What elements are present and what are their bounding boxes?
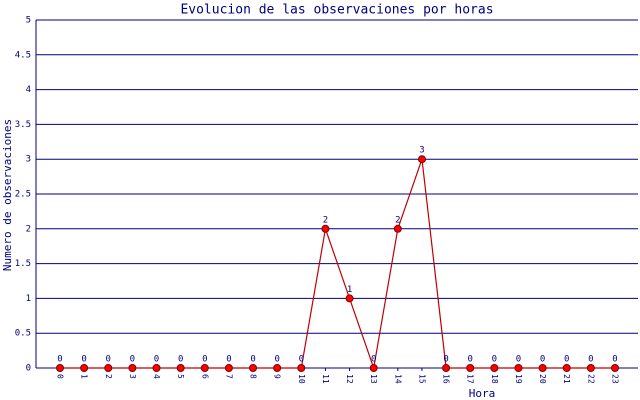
- data-point: [345, 294, 354, 303]
- data-label: 0: [564, 355, 569, 365]
- data-label: 0: [178, 355, 183, 365]
- y-tick-label: 3.5: [15, 120, 31, 130]
- data-point: [514, 364, 523, 372]
- data-point: [152, 364, 161, 372]
- data-point: [321, 224, 330, 233]
- x-tick-label: 3: [128, 374, 137, 379]
- y-tick-label: 2.5: [15, 190, 31, 200]
- data-point: [393, 224, 402, 233]
- data-point: [200, 364, 209, 372]
- data-label: 0: [57, 355, 62, 365]
- chart-title: Evolucion de las observaciones por horas: [180, 3, 493, 18]
- data-point: [369, 364, 378, 372]
- x-tick-label: 22: [586, 374, 595, 384]
- data-label: 0: [468, 355, 473, 365]
- data-label: 2: [395, 215, 400, 225]
- data-point: [562, 364, 571, 372]
- x-tick-label: 5: [176, 374, 185, 379]
- data-point: [224, 364, 233, 372]
- x-tick-label: 19: [514, 374, 523, 384]
- x-tick-label: 11: [321, 374, 330, 384]
- y-tick-label: 5: [26, 16, 31, 26]
- x-tick-label: 10: [297, 374, 306, 384]
- x-tick-label: 6: [200, 374, 209, 379]
- y-tick-label: 4.5: [15, 50, 31, 60]
- y-tick-label: 4: [26, 85, 31, 95]
- data-point: [297, 364, 306, 372]
- data-point: [611, 364, 619, 372]
- data-label: 0: [130, 355, 135, 365]
- x-tick-label: 15: [417, 374, 426, 384]
- data-line: [60, 159, 615, 371]
- x-tick-label: 23: [611, 374, 620, 384]
- data-label: 0: [226, 355, 231, 365]
- data-point: [176, 364, 185, 372]
- x-tick-label: 17: [466, 374, 475, 384]
- y-tick-label: 0: [26, 364, 31, 374]
- y-tick-label: 3: [26, 155, 31, 165]
- x-tick-label: 16: [442, 374, 451, 384]
- x-tick-label: 1: [80, 374, 89, 379]
- data-point: [128, 364, 137, 372]
- data-label: 0: [516, 355, 521, 365]
- y-tick-label: 1: [26, 294, 31, 304]
- data-label: 0: [154, 355, 159, 365]
- data-label: 0: [492, 355, 497, 365]
- data-label: 0: [540, 355, 545, 365]
- x-tick-label: 20: [538, 374, 547, 384]
- y-tick-label: 2: [26, 224, 31, 234]
- data-label: 0: [202, 355, 207, 365]
- x-tick-label: 4: [152, 374, 161, 379]
- data-label: 0: [299, 355, 304, 365]
- x-tick-label: 0: [56, 374, 65, 379]
- data-label: 0: [106, 355, 111, 365]
- x-tick-label: 8: [249, 374, 258, 379]
- x-tick-label: 14: [393, 374, 402, 384]
- data-point: [586, 364, 595, 372]
- x-tick-label: 7: [224, 374, 233, 379]
- x-tick-label: 18: [490, 374, 499, 384]
- data-point: [56, 364, 64, 372]
- y-tick-label: 1.5: [15, 259, 31, 269]
- data-point: [273, 364, 282, 372]
- data-point: [417, 155, 426, 164]
- data-label: 0: [81, 355, 86, 365]
- data-point: [442, 364, 451, 372]
- data-point: [490, 364, 499, 372]
- x-tick-label: 2: [104, 374, 113, 379]
- data-label: 0: [371, 355, 376, 365]
- data-point: [104, 364, 113, 372]
- data-point: [249, 364, 258, 372]
- data-label: 0: [274, 355, 279, 365]
- data-label: 0: [612, 355, 617, 365]
- data-label: 0: [443, 355, 448, 365]
- data-label: 1: [347, 285, 352, 295]
- data-point: [80, 364, 89, 372]
- x-tick-label: 21: [562, 374, 571, 384]
- x-tick-label: 9: [273, 374, 282, 379]
- x-axis-label: Hora: [469, 387, 496, 400]
- data-label: 3: [419, 146, 424, 156]
- data-label: 2: [323, 215, 328, 225]
- data-label: 0: [588, 355, 593, 365]
- data-label: 0: [250, 355, 255, 365]
- x-tick-label: 13: [369, 374, 378, 384]
- y-axis-label: Numero de observaciones: [1, 119, 14, 271]
- x-tick-label: 12: [345, 374, 354, 384]
- y-tick-label: 0.5: [15, 329, 31, 339]
- data-point: [538, 364, 547, 372]
- data-point: [466, 364, 475, 372]
